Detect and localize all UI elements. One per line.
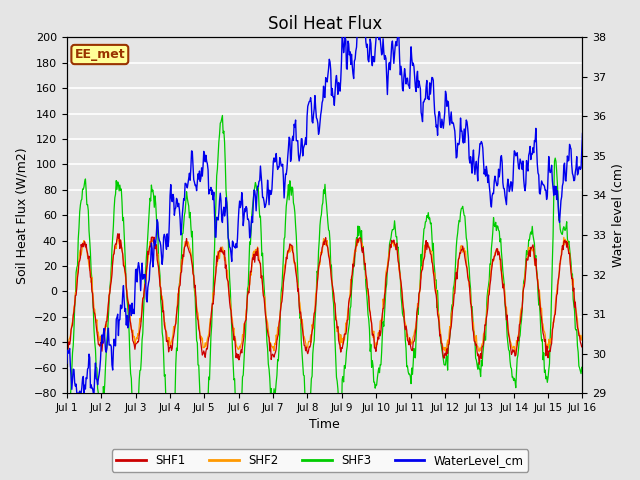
- Y-axis label: Soil Heat Flux (W/m2): Soil Heat Flux (W/m2): [15, 147, 28, 284]
- Y-axis label: Water level (cm): Water level (cm): [612, 163, 625, 267]
- Text: EE_met: EE_met: [74, 48, 125, 61]
- X-axis label: Time: Time: [309, 419, 340, 432]
- Title: Soil Heat Flux: Soil Heat Flux: [268, 15, 381, 33]
- Legend: SHF1, SHF2, SHF3, WaterLevel_cm: SHF1, SHF2, SHF3, WaterLevel_cm: [111, 449, 529, 472]
